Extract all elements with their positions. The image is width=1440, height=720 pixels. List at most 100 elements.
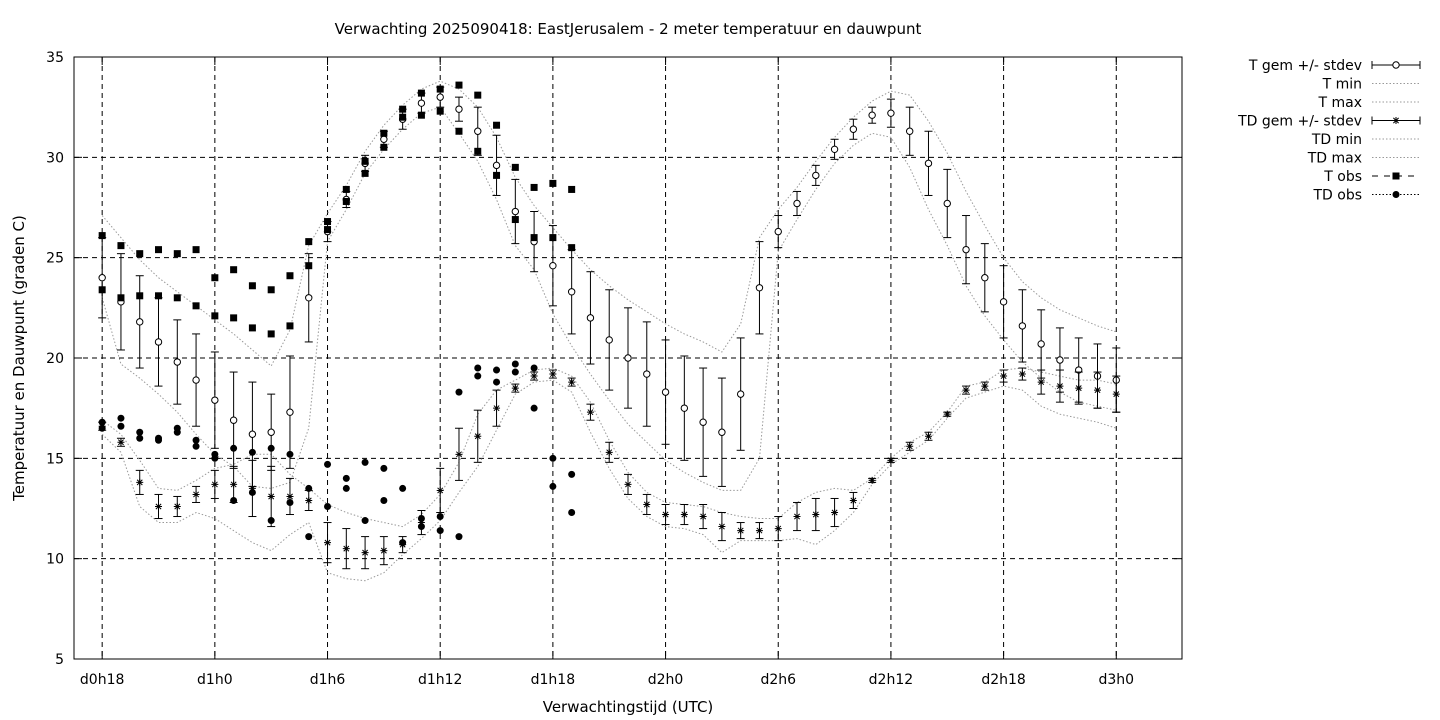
t-mean-point	[473, 106, 482, 156]
mean-marker	[267, 428, 275, 436]
td-obs-point	[230, 496, 238, 504]
td-mean-point	[793, 501, 802, 532]
t-obs-point	[324, 218, 332, 226]
td-mean-point	[135, 469, 144, 495]
mean-marker	[605, 336, 613, 344]
t-obs-point	[230, 266, 238, 274]
td-mean-point	[210, 469, 219, 499]
mean-marker	[530, 372, 538, 380]
mean-marker	[192, 490, 200, 498]
y-tick-label: 35	[46, 50, 64, 66]
t-obs-point	[286, 272, 294, 280]
td-obs-point	[380, 496, 388, 504]
mean-marker	[812, 511, 820, 519]
td-obs-point	[230, 444, 238, 452]
td-obs-point	[511, 368, 519, 376]
mean-marker	[737, 527, 745, 535]
t-obs-point	[530, 234, 538, 242]
td-mean-point	[304, 489, 313, 512]
td-obs-point	[568, 470, 576, 478]
t-mean-point	[736, 337, 745, 451]
mean-marker	[981, 382, 989, 390]
mean-marker	[211, 396, 219, 404]
t-mean-point	[849, 118, 858, 140]
t-max-line	[101, 80, 1117, 367]
td-mean-point	[811, 497, 820, 532]
mean-marker	[868, 111, 876, 119]
mean-marker	[455, 105, 463, 113]
legend-label: T obs	[1323, 169, 1362, 185]
mean-marker	[117, 438, 125, 446]
mean-marker	[887, 109, 895, 117]
td-mean-point	[361, 536, 370, 570]
mean-marker	[755, 527, 763, 535]
t-obs-point	[511, 216, 519, 224]
mean-marker	[624, 354, 632, 362]
mean-marker	[1112, 390, 1120, 398]
mean-marker	[736, 390, 745, 398]
legend-marker	[1392, 172, 1400, 180]
t-obs-point	[380, 129, 388, 137]
td-mean-point	[454, 427, 463, 481]
t-obs-point	[173, 294, 181, 302]
legend: T gem +/- stdev T min T max TD gem +/- stde…	[1237, 58, 1421, 204]
mean-marker	[154, 338, 163, 346]
td-obs-point	[117, 422, 125, 430]
mean-marker	[286, 408, 294, 416]
t-obs-point	[530, 183, 538, 191]
t-obs-point	[399, 113, 407, 121]
mean-marker	[643, 500, 651, 508]
td-mean-point	[173, 495, 182, 518]
td-mean-point	[980, 381, 989, 391]
t-obs-point	[474, 147, 482, 155]
td-obs-point	[568, 509, 576, 517]
mean-marker	[793, 513, 801, 521]
t-mean-point	[962, 215, 971, 285]
mean-marker	[962, 386, 970, 394]
mean-marker	[380, 135, 388, 143]
x-axis-label: Verwachtingstijd (UTC)	[543, 698, 714, 716]
y-tick-label: 15	[46, 451, 64, 467]
t-mean-point	[135, 275, 144, 369]
t-obs-point	[342, 197, 350, 205]
td-obs-point	[361, 458, 369, 466]
td-mean-point	[905, 441, 914, 451]
t-mean-point	[605, 289, 614, 391]
t-mean-point	[811, 164, 820, 186]
t-obs-point	[155, 246, 163, 254]
td-mean-point	[661, 503, 670, 526]
t-mean-point	[924, 130, 933, 196]
t-mean-point	[905, 106, 914, 156]
t-mean-point	[530, 211, 539, 273]
td-mean-point	[116, 437, 125, 447]
y-tick-label: 25	[46, 251, 64, 267]
t-mean-point	[586, 271, 595, 365]
td-mean-point	[473, 409, 482, 463]
mean-marker	[1018, 322, 1027, 330]
td-mean-point	[1112, 375, 1121, 413]
t-obs-point	[493, 121, 501, 129]
td-obs-point	[248, 488, 256, 496]
mean-marker	[436, 486, 444, 494]
td-obs-point	[286, 498, 294, 506]
mean-marker	[981, 274, 989, 282]
mean-marker	[248, 484, 256, 492]
t-obs-point	[511, 163, 519, 171]
mean-marker	[680, 404, 689, 412]
mean-marker	[417, 99, 426, 107]
t-obs-point	[342, 185, 350, 193]
t-obs-point	[549, 179, 557, 187]
t-mean-point	[868, 106, 877, 124]
x-tick-label: d1h6	[310, 672, 346, 688]
mean-marker	[906, 442, 914, 450]
td-mean-point	[699, 503, 708, 530]
mean-marker	[493, 404, 501, 412]
td-obs-point	[549, 454, 557, 462]
t-obs-point	[173, 250, 181, 258]
mean-marker	[305, 496, 313, 504]
t-mean-point	[624, 307, 632, 409]
td-mean-point	[342, 528, 351, 570]
td-mean-point	[624, 473, 632, 495]
legend-item-t-mean: T gem +/- stdev	[1248, 58, 1421, 74]
td-mean-point	[285, 477, 294, 516]
